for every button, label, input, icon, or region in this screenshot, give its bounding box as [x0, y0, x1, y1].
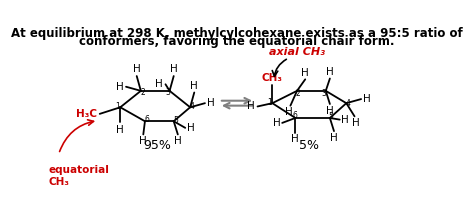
Text: H: H [352, 118, 360, 128]
Text: H: H [273, 118, 281, 128]
Text: H: H [133, 64, 141, 74]
Text: 3: 3 [322, 89, 327, 98]
Text: 2: 2 [295, 89, 300, 98]
Text: H: H [363, 94, 371, 104]
Text: H: H [326, 106, 334, 116]
Text: H: H [117, 125, 124, 135]
Text: CH₃: CH₃ [262, 73, 283, 83]
Text: equatorial
CH₃: equatorial CH₃ [49, 165, 109, 187]
Text: H: H [326, 67, 334, 77]
Text: H: H [174, 136, 182, 146]
Text: 2: 2 [140, 88, 145, 97]
Text: H: H [116, 82, 124, 92]
Text: H: H [247, 102, 255, 111]
Text: H: H [155, 79, 163, 89]
Text: H: H [191, 81, 198, 91]
Text: H: H [187, 123, 195, 133]
Text: H: H [292, 134, 299, 144]
Text: 4: 4 [189, 102, 194, 111]
Text: 95%: 95% [143, 139, 171, 152]
Text: H: H [341, 115, 349, 125]
Text: H: H [170, 64, 178, 74]
Text: 5%: 5% [299, 139, 319, 152]
Text: H: H [207, 98, 214, 108]
Text: 6: 6 [144, 115, 149, 124]
Text: conformers, favoring the equatorial chair form.: conformers, favoring the equatorial chai… [79, 35, 395, 48]
Text: axial CH₃: axial CH₃ [269, 47, 325, 57]
Text: H: H [285, 107, 292, 117]
Text: 1: 1 [116, 102, 120, 111]
Text: 5: 5 [173, 116, 178, 125]
Text: H₃C: H₃C [76, 109, 97, 119]
Text: H: H [139, 136, 147, 146]
Text: H: H [330, 133, 338, 143]
Text: 6: 6 [293, 111, 298, 120]
Text: 5: 5 [328, 112, 333, 121]
Text: At equilibrium at 298 K, methylcylcohexane exists as a 95:5 ratio of: At equilibrium at 298 K, methylcylcohexa… [11, 27, 463, 40]
Text: 3: 3 [165, 88, 170, 97]
Text: H: H [301, 68, 309, 78]
Text: 1: 1 [267, 98, 272, 107]
Text: 4: 4 [346, 99, 350, 108]
